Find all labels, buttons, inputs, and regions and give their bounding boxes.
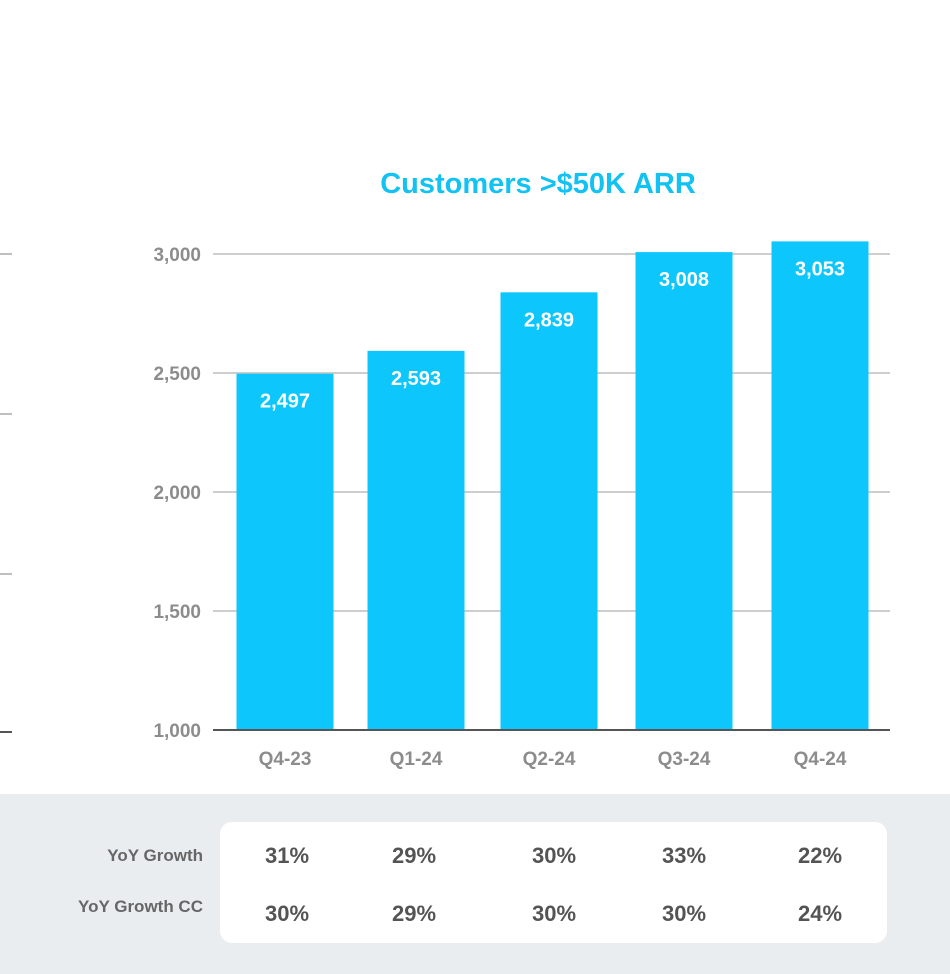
bar-value-label: 3,008 — [659, 269, 709, 291]
adjacent-chart-tick — [0, 413, 12, 415]
growth-table-card — [220, 822, 887, 943]
yoy-growth-q2-24: 30% — [531, 843, 577, 868]
yoy-growth-cc-q4-23: 30% — [264, 901, 310, 926]
bar-value-label: 2,839 — [524, 309, 574, 331]
adjacent-chart-tick — [0, 253, 12, 255]
yoy-growth-cc-q3-24: 30% — [661, 901, 707, 926]
x-tick-label: Q3-24 — [658, 749, 711, 770]
x-tick-label: Q2-24 — [523, 749, 576, 770]
bar-value-label: 2,497 — [260, 391, 310, 413]
bar-value-labels: 2,497 2,593 2,839 3,008 3,053 — [260, 258, 845, 412]
x-tick-label: Q1-24 — [390, 749, 443, 770]
yoy-growth-q3-24: 33% — [661, 843, 707, 868]
bar-chart: Customers >$50K ARR 1,000 1,500 2,000 2,500… — [153, 168, 890, 770]
yoy-growth-cc-q1-24: 29% — [391, 901, 437, 926]
y-tick-label: 1,500 — [153, 602, 201, 623]
y-tick-label: 2,500 — [153, 364, 201, 385]
bar — [367, 350, 465, 730]
adjacent-chart-tick — [0, 731, 12, 733]
chart-title: Customers >$50K ARR — [380, 168, 696, 200]
yoy-growth-cc-q2-24: 30% — [531, 901, 577, 926]
y-tick-label: 1,000 — [153, 721, 201, 742]
yoy-growth-q4-23: 31% — [264, 843, 310, 868]
row-label-yoy-growth: YoY Growth — [107, 846, 203, 865]
bar-value-label: 3,053 — [795, 258, 845, 280]
y-axis-tick-labels: 1,000 1,500 2,000 2,500 3,000 — [153, 245, 201, 742]
row-label-yoy-growth-cc: YoY Growth CC — [78, 897, 203, 916]
bar — [635, 252, 733, 730]
bar — [500, 292, 598, 730]
bar-value-label: 2,593 — [391, 368, 441, 390]
x-tick-label: Q4-23 — [259, 749, 312, 770]
yoy-growth-cc-q4-24: 24% — [797, 901, 843, 926]
yoy-growth-q1-24: 29% — [391, 843, 437, 868]
x-tick-label: Q4-24 — [794, 749, 847, 770]
adjacent-chart-tick — [0, 573, 12, 575]
y-tick-label: 2,000 — [153, 483, 201, 504]
bars — [236, 241, 869, 731]
bar — [236, 373, 334, 730]
x-axis-tick-labels: Q4-23 Q1-24 Q2-24 Q3-24 Q4-24 — [259, 749, 847, 770]
yoy-growth-q4-24: 22% — [797, 843, 843, 868]
y-tick-label: 3,000 — [153, 245, 201, 266]
bar — [771, 241, 869, 731]
